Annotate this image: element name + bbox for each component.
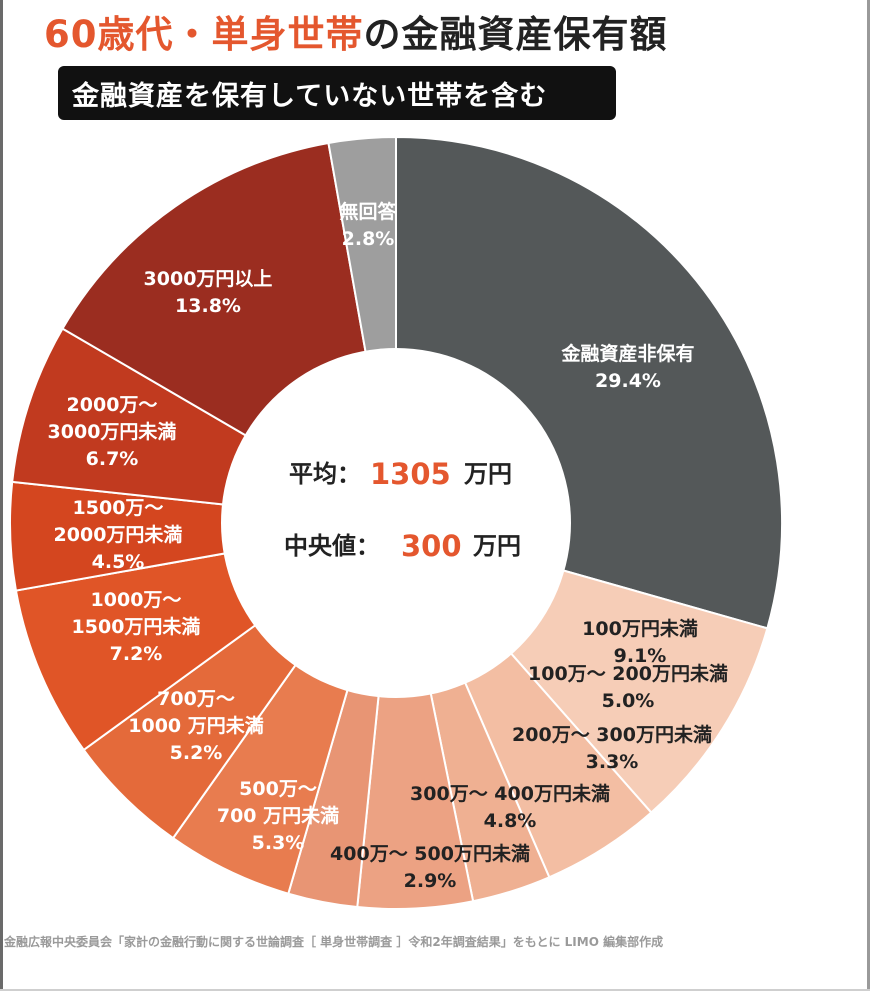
mean-unit: 万円 bbox=[464, 460, 512, 488]
right-frame-edge bbox=[867, 0, 870, 991]
slice-label: 300万～ 400万円未満 4.8% bbox=[410, 782, 610, 832]
slice-label: 金融資産非保有 29.4% bbox=[560, 342, 694, 392]
slice-label: 1000万～ 1500万円未満 7.2% bbox=[72, 589, 201, 665]
chart-title: 60歳代・単身世帯の金融資産保有額 bbox=[44, 4, 668, 58]
median-value: 300 bbox=[401, 529, 462, 563]
chart-title-rest: の金融資産保有額 bbox=[363, 13, 668, 56]
slice-labels: 金融資産非保有 29.4% 100万円未満 9.1%100万～ 200万円未満 5.0%… bbox=[48, 200, 728, 892]
summary-mean: 平均： 1305 万円 bbox=[289, 457, 512, 491]
left-frame-edge bbox=[0, 0, 3, 991]
donut-hole bbox=[221, 348, 571, 698]
chart-title-accent: 60歳代・単身世帯 bbox=[44, 13, 364, 56]
slice-label: 200万～ 300万円未満 3.3% bbox=[512, 723, 712, 773]
mean-label: 平均： bbox=[289, 460, 361, 488]
median-label: 中央値： bbox=[284, 532, 380, 560]
subtitle-text: 金融資産を保有していない世帯を含む bbox=[72, 80, 548, 112]
slice-label: 100万円未満 9.1% bbox=[582, 617, 698, 667]
bottom-frame-edge bbox=[0, 989, 870, 991]
median-unit: 万円 bbox=[473, 532, 521, 560]
source-note: 金融広報中央委員会「家計の金融行動に関する世論調査［ 単身世帯調査 ］令和2年調… bbox=[4, 935, 664, 949]
slice-label: 100万～ 200万円未満 5.0% bbox=[528, 662, 728, 712]
summary-median: 中央値： 300 万円 bbox=[284, 529, 521, 563]
slice-label: 1500万～ 2000万円未満 4.5% bbox=[54, 497, 183, 573]
mean-value: 1305 bbox=[370, 457, 451, 491]
slice-label: 3000万円以上 13.8% bbox=[144, 268, 273, 317]
slice-label: 700万～ 1000 万円未満 5.2% bbox=[128, 688, 264, 764]
slice-label: 無回答 2.8% bbox=[339, 200, 397, 250]
subtitle-banner: 金融資産を保有していない世帯を含む bbox=[58, 66, 616, 120]
slice-label: 500万～ 700 万円未満 5.3% bbox=[217, 778, 339, 854]
slice-label: 400万～ 500万円未満 2.9% bbox=[330, 842, 530, 892]
slice-label: 2000万～ 3000万円未満 6.7% bbox=[48, 394, 177, 470]
